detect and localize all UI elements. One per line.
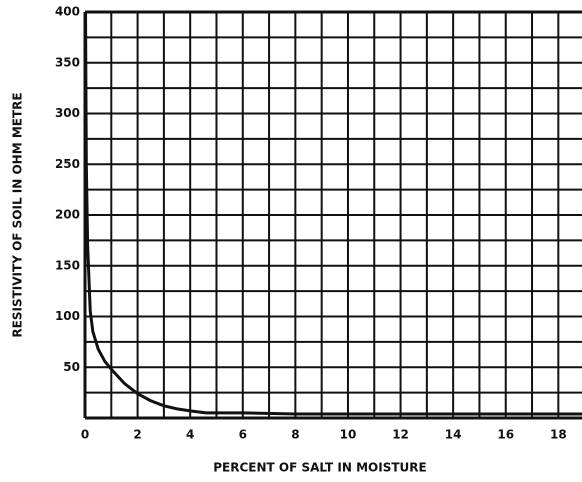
- x-tick-label: 2: [133, 428, 141, 442]
- y-tick-label: 50: [63, 360, 80, 374]
- y-tick-label: 150: [55, 258, 80, 272]
- x-tick-label: 12: [392, 428, 409, 442]
- x-tick-label: 14: [445, 428, 462, 442]
- x-tick-label: 8: [291, 428, 299, 442]
- x-tick-label: 4: [186, 428, 194, 442]
- x-tick-label: 6: [239, 428, 247, 442]
- x-tick-label: 0: [81, 428, 89, 442]
- x-tick-label: 18: [550, 428, 567, 442]
- y-tick-label: 300: [55, 106, 80, 120]
- y-tick-label: 200: [55, 208, 80, 222]
- y-tick-label: 100: [55, 309, 80, 323]
- y-tick-label: 400: [55, 5, 80, 19]
- x-tick-label: 10: [340, 428, 357, 442]
- data-line: [84, 11, 582, 416]
- x-tick-label: 16: [497, 428, 514, 442]
- y-tick-label: 350: [55, 55, 80, 69]
- x-axis-label: PERCENT OF SALT IN MOISTURE: [213, 461, 426, 475]
- y-axis-label: RESISTIVITY OF SOIL IN OHM METRE: [11, 92, 25, 337]
- y-tick-label: 250: [55, 157, 80, 171]
